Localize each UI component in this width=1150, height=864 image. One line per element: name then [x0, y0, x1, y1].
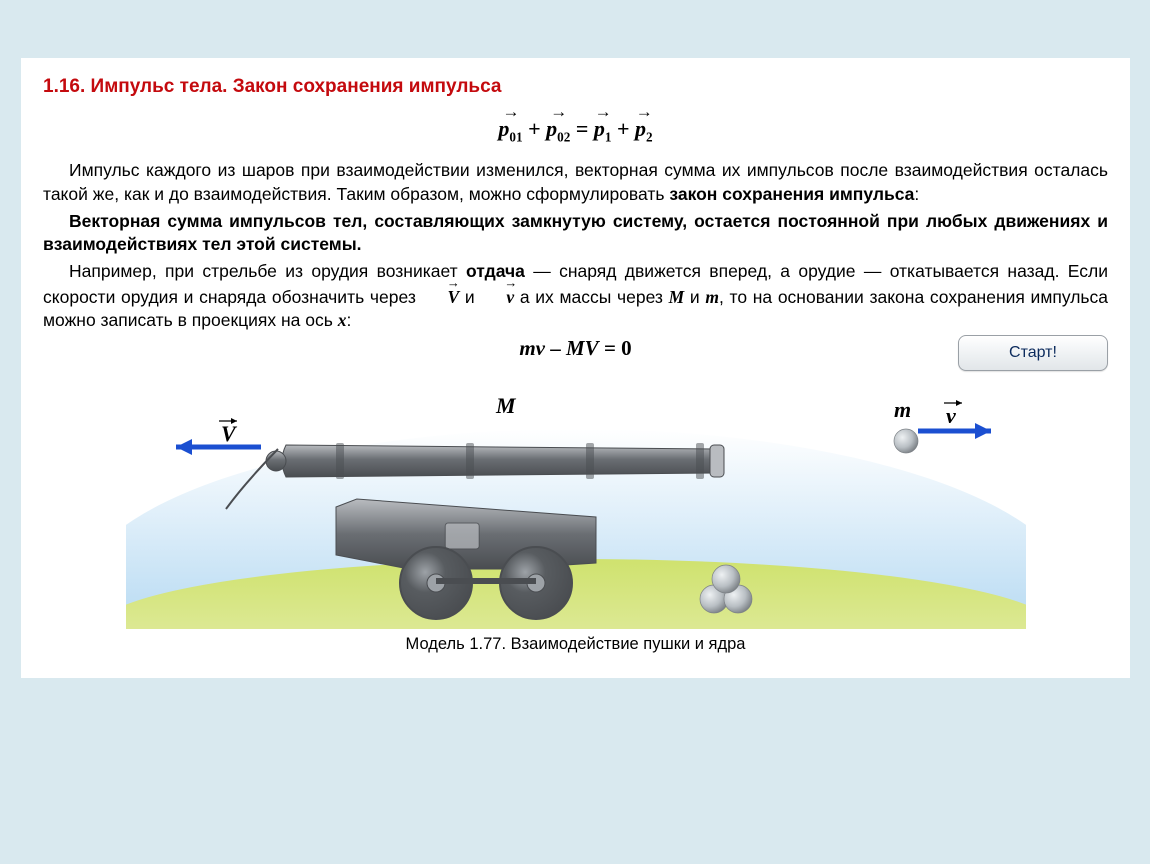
svg-text:v: v	[946, 403, 956, 428]
conservation-law-statement: Векторная сумма импульсов тел, составляю…	[43, 210, 1108, 257]
svg-text:V: V	[221, 421, 238, 446]
start-button[interactable]: Старт!	[958, 335, 1108, 371]
svg-text:m: m	[894, 397, 911, 422]
recoil-formula: mv – MV = 0	[43, 336, 1108, 361]
cannon-illustration: Mm Vv	[126, 369, 1026, 629]
paragraph-recoil: Например, при стрельбе из орудия возника…	[43, 260, 1108, 333]
paragraph-intro: Импульс каждого из шаров при взаимодейст…	[43, 159, 1108, 206]
figure-caption: Модель 1.77. Взаимодействие пушки и ядра	[43, 635, 1108, 654]
svg-text:M: M	[495, 393, 517, 418]
momentum-conservation-formula: →p01 + →p02 = →p1 + →p2	[43, 116, 1108, 145]
section-heading: 1.16. Импульс тела. Закон сохранения имп…	[43, 76, 1108, 98]
